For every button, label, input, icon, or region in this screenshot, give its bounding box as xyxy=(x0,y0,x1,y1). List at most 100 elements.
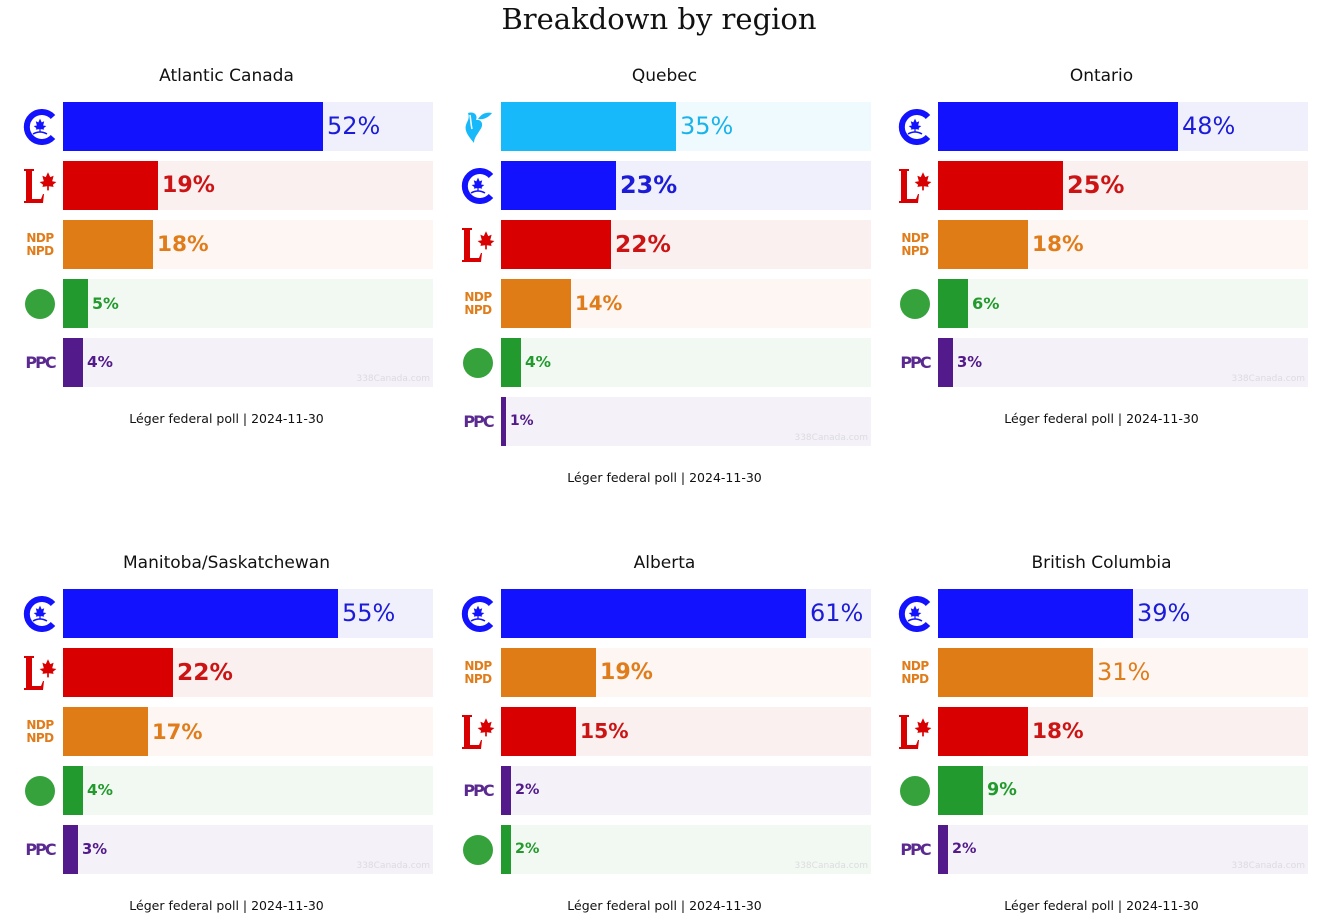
poll-source-footer: Léger federal poll | 2024-11-30 xyxy=(1004,411,1199,426)
bar-track: 19% xyxy=(501,648,871,697)
ndp-logo-icon: NDP NPD xyxy=(895,648,935,697)
ppc-logo-text: PPC xyxy=(463,412,494,431)
value-label: 52% xyxy=(327,112,381,140)
ppc-logo-text: PPC xyxy=(463,781,494,800)
bar-gpc xyxy=(501,825,511,874)
party-row: 48% xyxy=(895,102,1308,151)
gpc-logo-icon xyxy=(458,825,498,874)
bq-logo-icon xyxy=(458,102,498,151)
bar-track: 25% xyxy=(938,161,1308,210)
bar-track: 4% xyxy=(501,338,871,387)
party-row: 35% xyxy=(458,102,871,151)
party-row: 5% xyxy=(20,279,433,328)
bar-ndp xyxy=(938,220,1028,269)
party-row: NDP NPD 14% xyxy=(458,279,871,328)
cpc-logo-icon xyxy=(458,161,498,210)
value-label: 31% xyxy=(1097,658,1151,686)
ndp-logo-text: NDP NPD xyxy=(901,231,929,258)
gpc-logo-icon xyxy=(458,338,498,387)
party-row: 61% xyxy=(458,589,871,638)
lpc-logo-icon xyxy=(458,220,498,269)
party-row: 15% xyxy=(458,707,871,756)
ppc-logo-text: PPC xyxy=(25,353,56,372)
value-label: 17% xyxy=(152,719,203,744)
bar-cpc xyxy=(63,102,323,151)
value-label: 35% xyxy=(680,112,734,140)
npd-logo-line: NPD xyxy=(901,243,929,258)
bar-track: 2% 338Canada.com xyxy=(501,825,871,874)
page-title: Breakdown by region xyxy=(501,2,817,36)
bar-ppc xyxy=(63,338,83,387)
ndp-logo-icon: NDP NPD xyxy=(458,648,498,697)
value-label: 25% xyxy=(1067,171,1125,199)
lpc-logo-icon xyxy=(895,161,935,210)
bar-gpc xyxy=(63,766,83,815)
value-label: 55% xyxy=(342,599,396,627)
region-title: Ontario xyxy=(1069,66,1134,86)
bar-track: 14% xyxy=(501,279,871,328)
region-title: British Columbia xyxy=(1031,553,1172,573)
poll-source-footer: Léger federal poll | 2024-11-30 xyxy=(1004,898,1199,913)
bar-track: 5% xyxy=(63,279,433,328)
party-row: NDP NPD 18% xyxy=(895,220,1308,269)
bar-ppc xyxy=(501,766,511,815)
npd-logo-line: NPD xyxy=(26,243,54,258)
bar-gpc xyxy=(938,279,968,328)
party-row: 6% xyxy=(895,279,1308,328)
cpc-logo-icon xyxy=(20,102,60,151)
bar-track: 39% xyxy=(938,589,1308,638)
party-row: 52% xyxy=(20,102,433,151)
bar-track: 18% xyxy=(938,220,1308,269)
bar-track: 3% 338Canada.com xyxy=(63,825,433,874)
poll-source-footer: Léger federal poll | 2024-11-30 xyxy=(567,898,762,913)
bar-track: 2% 338Canada.com xyxy=(938,825,1308,874)
ndp-logo-text: NDP NPD xyxy=(26,230,54,258)
bar-cpc xyxy=(938,102,1178,151)
gpc-logo-icon xyxy=(895,766,935,815)
party-row: NDP NPD 31% xyxy=(895,648,1308,697)
ndp-logo-line: NDP xyxy=(26,230,54,245)
bar-track: 52% xyxy=(63,102,433,151)
region-title: Atlantic Canada xyxy=(159,66,294,86)
bar-track: 3% 338Canada.com xyxy=(938,338,1308,387)
party-row: 19% xyxy=(20,161,433,210)
watermark-text: 338Canada.com xyxy=(1231,374,1305,384)
value-label: 15% xyxy=(580,719,629,743)
bar-track: 18% xyxy=(63,220,433,269)
ppc-logo-icon: PPC xyxy=(20,338,60,387)
bar-track: 19% xyxy=(63,161,433,210)
poll-source-footer: Léger federal poll | 2024-11-30 xyxy=(129,411,324,426)
bar-lpc xyxy=(938,707,1028,756)
party-row: PPC 4% 338Canada.com xyxy=(20,338,433,387)
ppc-logo-text: PPC xyxy=(900,840,931,859)
bar-ndp xyxy=(501,648,596,697)
ndp-logo-text: NDP NPD xyxy=(901,659,929,686)
region-title: Alberta xyxy=(633,553,696,573)
ndp-logo-line: NDP xyxy=(26,717,54,732)
bar-track: 6% xyxy=(938,279,1308,328)
value-label: 18% xyxy=(157,232,209,257)
bar-track: 9% xyxy=(938,766,1308,815)
value-label: 4% xyxy=(87,353,113,371)
region-title: Quebec xyxy=(631,66,698,86)
party-row: 39% xyxy=(895,589,1308,638)
watermark-text: 338Canada.com xyxy=(794,433,868,443)
ppc-logo-icon: PPC xyxy=(895,825,935,874)
value-label: 61% xyxy=(810,599,864,627)
party-row: 2% 338Canada.com xyxy=(458,825,871,874)
ndp-logo-text: NDP NPD xyxy=(464,659,492,686)
bar-track: 48% xyxy=(938,102,1308,151)
value-label: 3% xyxy=(82,841,108,858)
value-label: 3% xyxy=(957,354,983,371)
value-label: 4% xyxy=(525,353,551,371)
gpc-logo-icon xyxy=(20,279,60,328)
region-title: Manitoba/Saskatchewan xyxy=(123,553,330,573)
bar-ppc xyxy=(938,338,953,387)
bar-track: 1% 338Canada.com xyxy=(501,397,871,446)
bar-ndp xyxy=(938,648,1093,697)
bar-track: 35% xyxy=(501,102,871,151)
bar-track: 4% 338Canada.com xyxy=(63,338,433,387)
party-row: PPC 3% 338Canada.com xyxy=(895,338,1308,387)
bar-lpc xyxy=(938,161,1063,210)
party-row: PPC 2% xyxy=(458,766,871,815)
